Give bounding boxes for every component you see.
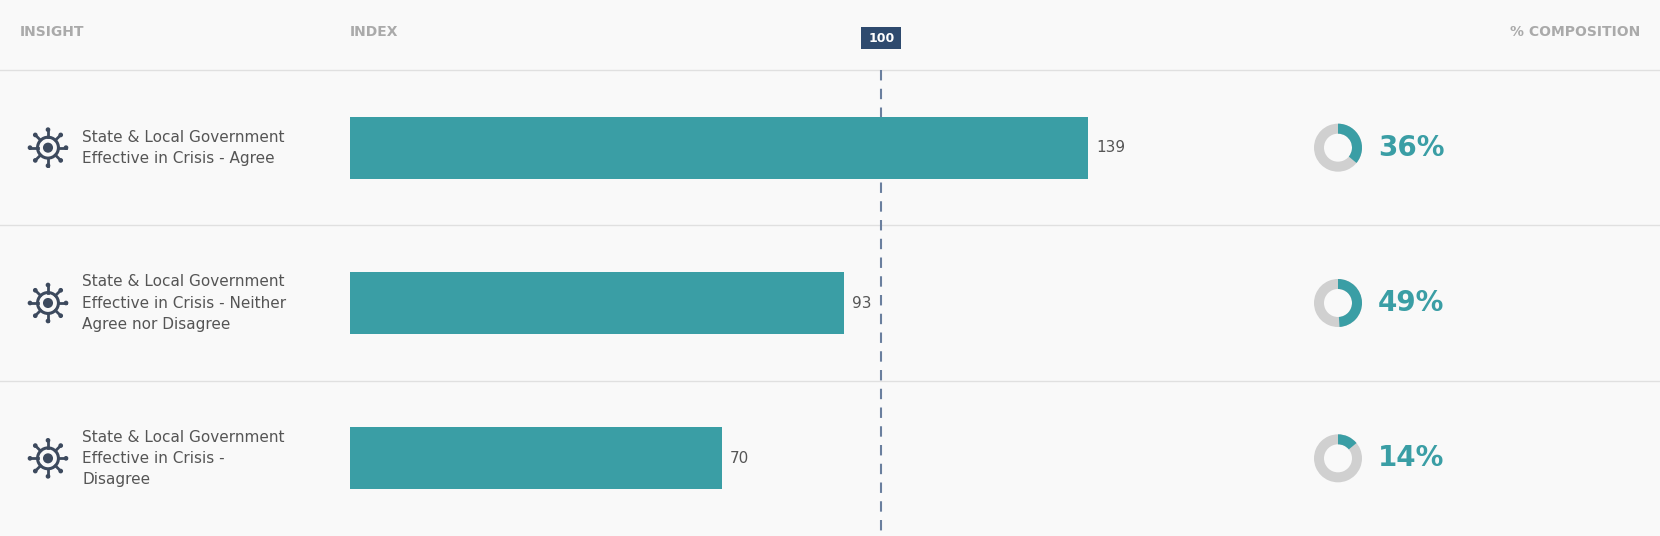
FancyBboxPatch shape bbox=[350, 272, 843, 334]
Text: INSIGHT: INSIGHT bbox=[20, 25, 85, 39]
Text: INDEX: INDEX bbox=[350, 25, 398, 39]
Text: 14%: 14% bbox=[1378, 444, 1444, 472]
Wedge shape bbox=[1338, 434, 1356, 449]
FancyBboxPatch shape bbox=[350, 117, 1089, 178]
Circle shape bbox=[58, 132, 63, 137]
Circle shape bbox=[58, 158, 63, 163]
Text: 70: 70 bbox=[730, 451, 749, 466]
Circle shape bbox=[46, 474, 50, 479]
Text: % COMPOSITION: % COMPOSITION bbox=[1509, 25, 1640, 39]
Wedge shape bbox=[1315, 279, 1361, 327]
Circle shape bbox=[33, 468, 38, 473]
Circle shape bbox=[33, 132, 38, 137]
Circle shape bbox=[63, 145, 68, 150]
Circle shape bbox=[43, 298, 53, 308]
Wedge shape bbox=[1338, 124, 1361, 163]
Circle shape bbox=[28, 456, 32, 460]
Circle shape bbox=[46, 128, 50, 132]
Text: 100: 100 bbox=[868, 32, 895, 44]
Circle shape bbox=[58, 468, 63, 473]
Wedge shape bbox=[1315, 434, 1361, 482]
Wedge shape bbox=[1315, 124, 1361, 172]
Circle shape bbox=[33, 158, 38, 163]
Circle shape bbox=[58, 443, 63, 448]
Circle shape bbox=[43, 453, 53, 464]
Circle shape bbox=[46, 282, 50, 287]
Circle shape bbox=[63, 456, 68, 460]
Circle shape bbox=[33, 314, 38, 318]
Circle shape bbox=[63, 301, 68, 306]
Text: 93: 93 bbox=[852, 295, 872, 310]
Circle shape bbox=[28, 145, 32, 150]
Circle shape bbox=[43, 143, 53, 153]
Wedge shape bbox=[1338, 279, 1361, 327]
Circle shape bbox=[46, 438, 50, 443]
Circle shape bbox=[46, 319, 50, 323]
Circle shape bbox=[58, 314, 63, 318]
Circle shape bbox=[58, 288, 63, 293]
Circle shape bbox=[28, 301, 32, 306]
Text: State & Local Government
Effective in Crisis - Agree: State & Local Government Effective in Cr… bbox=[81, 130, 284, 166]
Text: 36%: 36% bbox=[1378, 133, 1444, 162]
Text: 49%: 49% bbox=[1378, 289, 1444, 317]
Circle shape bbox=[33, 288, 38, 293]
Text: 139: 139 bbox=[1097, 140, 1125, 155]
Text: State & Local Government
Effective in Crisis -
Disagree: State & Local Government Effective in Cr… bbox=[81, 430, 284, 487]
FancyBboxPatch shape bbox=[350, 427, 722, 489]
Circle shape bbox=[33, 443, 38, 448]
FancyBboxPatch shape bbox=[862, 27, 901, 49]
Text: State & Local Government
Effective in Crisis - Neither
Agree nor Disagree: State & Local Government Effective in Cr… bbox=[81, 274, 286, 331]
Circle shape bbox=[46, 163, 50, 168]
